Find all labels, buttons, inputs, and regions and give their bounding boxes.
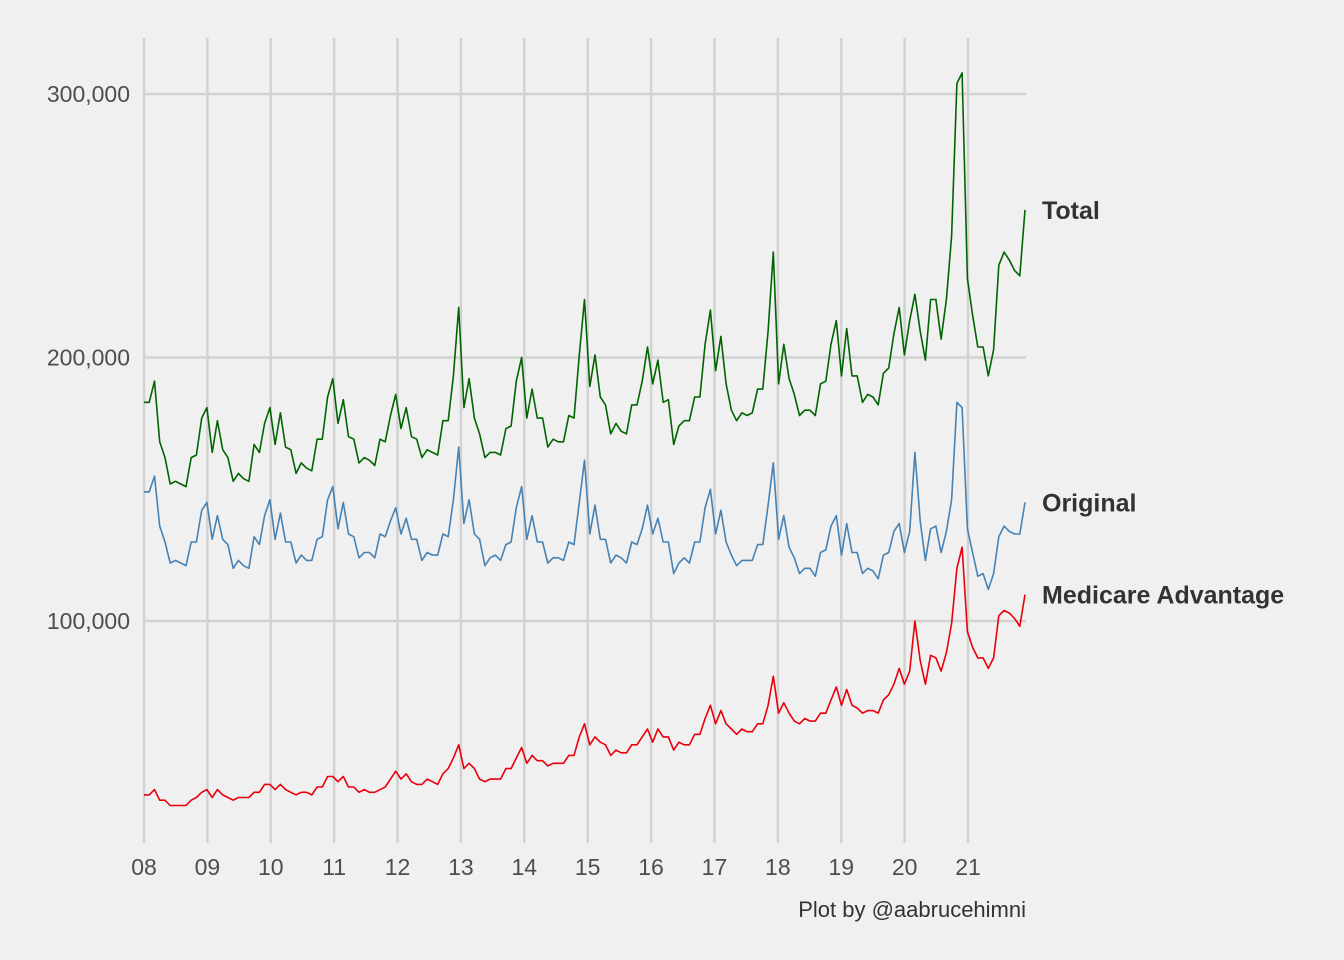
series-label-original: Original [1042, 489, 1136, 517]
y-tick-label: 100,000 [47, 608, 130, 634]
x-tick-label: 11 [322, 854, 346, 880]
x-tick-label: 21 [955, 854, 981, 880]
series-line-total [144, 72, 1026, 488]
x-tick-label: 17 [702, 854, 728, 880]
series-label-total: Total [1042, 197, 1100, 225]
gridlines [142, 38, 1026, 843]
series-label-medicare-advantage: Medicare Advantage [1042, 582, 1284, 610]
x-axis-ticks: 08 09 10 11 12 13 14 15 16 17 18 19 20 21 [131, 854, 981, 880]
series-lines [144, 72, 1026, 807]
x-tick-label: 20 [892, 854, 918, 880]
x-tick-label: 19 [828, 854, 854, 880]
y-axis-ticks: 100,000 200,000 300,000 [47, 81, 130, 634]
x-tick-label: 12 [385, 854, 411, 880]
series-labels: Total Original Medicare Advantage [1042, 197, 1284, 610]
x-tick-label: 18 [765, 854, 791, 880]
x-tick-label: 10 [258, 854, 284, 880]
series-line-medicare-advantage [144, 546, 1026, 807]
y-tick-label: 200,000 [47, 345, 130, 371]
plot-caption: Plot by @aabrucehimni [798, 897, 1026, 922]
x-tick-label: 08 [131, 854, 157, 880]
x-tick-label: 09 [195, 854, 221, 880]
x-tick-label: 16 [638, 854, 664, 880]
x-tick-label: 14 [512, 854, 538, 880]
x-tick-label: 13 [448, 854, 474, 880]
y-tick-label: 300,000 [47, 81, 130, 107]
x-tick-label: 15 [575, 854, 601, 880]
series-line-original [144, 401, 1026, 591]
